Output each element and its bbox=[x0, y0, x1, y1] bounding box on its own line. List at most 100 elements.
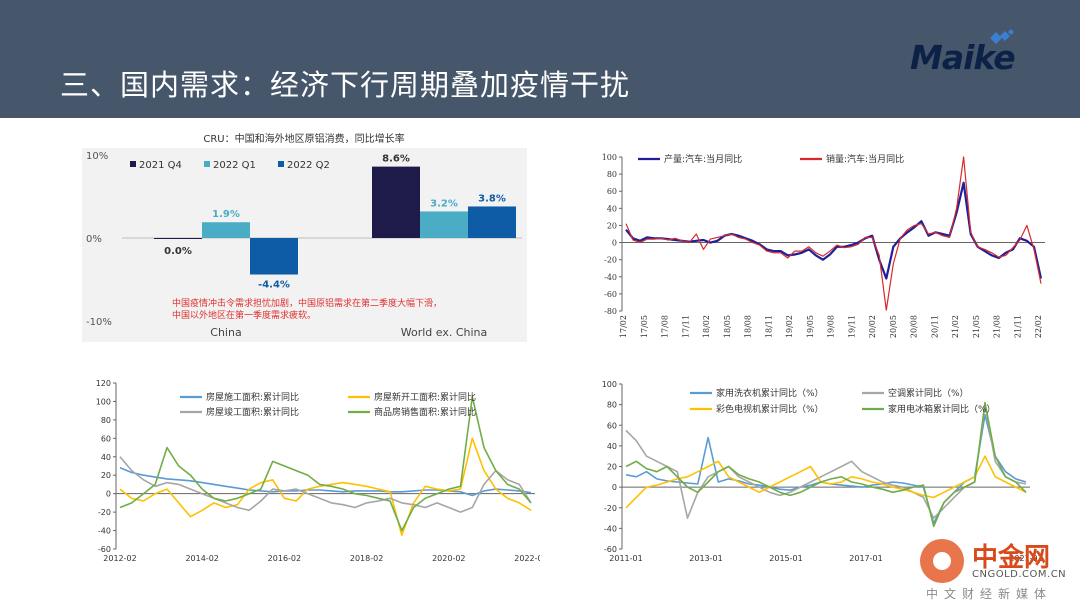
line-ytick-label: -40 bbox=[604, 524, 617, 533]
bar-0-1 bbox=[202, 222, 250, 238]
watermark-name: 中金网 bbox=[972, 543, 1051, 573]
line-xtick-label: 22/02 bbox=[1034, 315, 1043, 338]
watermark-logo-icon bbox=[920, 539, 964, 583]
line-series-1 bbox=[119, 437, 532, 536]
bar-legend-label: 2021 Q4 bbox=[139, 160, 182, 171]
bar-chart-svg: CRU：中国和海外地区原铝消费，同比增长率 10% 0% -10% 0.0% 1.9% -4… bbox=[82, 132, 527, 342]
line-xtick-label: 2022-02 bbox=[514, 554, 540, 563]
slide-title: 三、国内需求：经济下行周期叠加疫情干扰 bbox=[60, 68, 631, 102]
chart-aluminium-consumption: CRU：中国和海外地区原铝消费，同比增长率 10% 0% -10% 0.0% 1.9% -4… bbox=[82, 130, 527, 342]
line-ytick-label: 60 bbox=[607, 187, 617, 196]
line-xtick-label: 2013-01 bbox=[689, 554, 722, 563]
line-ytick-label: 60 bbox=[607, 421, 617, 430]
bar-plot-background bbox=[82, 148, 527, 342]
line-xtick-label: 20/11 bbox=[930, 315, 939, 338]
line-xtick-label: 2014-02 bbox=[185, 554, 218, 563]
chart-auto-production-sales: 100 80 60 40 20 0 -20 -40 -60 -80 17/02 17/05 17/08 1… bbox=[590, 145, 1050, 345]
bar-1-1 bbox=[420, 211, 468, 238]
line-ytick-label: 100 bbox=[602, 380, 617, 389]
line-xtick-label: 19/02 bbox=[785, 315, 794, 338]
line-ytick-label: 0 bbox=[612, 239, 617, 248]
line-legend-label: 家用电冰箱累计同比（%） bbox=[888, 403, 996, 415]
line-xtick-label: 2018-02 bbox=[350, 554, 383, 563]
maike-logo: Maike bbox=[910, 29, 1040, 82]
bar-legend-swatch bbox=[204, 161, 210, 167]
line-xtick-label: 17/05 bbox=[640, 315, 649, 338]
line-series-0 bbox=[625, 414, 1027, 524]
line-series-2 bbox=[625, 455, 1027, 509]
line-xtick-label: 19/08 bbox=[827, 315, 836, 338]
line-ytick-label: -60 bbox=[604, 290, 617, 299]
watermark-url: CNGOLD.COM.CN bbox=[972, 569, 1067, 580]
line-xtick-label: 17/11 bbox=[681, 315, 690, 338]
line-xtick-label: 2015-01 bbox=[769, 554, 802, 563]
bar-value-label: 0.0% bbox=[164, 246, 192, 257]
bar-1-0 bbox=[372, 166, 420, 238]
line-ytick-label: -20 bbox=[604, 256, 617, 265]
line-legend-label: 彩色电视机累计同比（%） bbox=[716, 403, 824, 415]
line-xtick-label: 2012-02 bbox=[103, 554, 136, 563]
header-bar: 三、国内需求：经济下行周期叠加疫情干扰 Maike bbox=[0, 0, 1080, 118]
bar-value-label: 1.9% bbox=[212, 209, 240, 220]
line-series-2 bbox=[119, 456, 532, 513]
bar-category-label: World ex. China bbox=[401, 326, 488, 339]
line-legend-label: 房屋施工面积:累计同比 bbox=[206, 391, 299, 403]
line-series-3 bbox=[119, 395, 532, 532]
bar-0-2 bbox=[250, 238, 298, 275]
line-xtick-label: 2021-01 bbox=[1009, 554, 1042, 563]
line-xtick-label: 2017-01 bbox=[849, 554, 882, 563]
bar-0-0 bbox=[154, 238, 202, 239]
line-legend-label: 家用洗衣机累计同比（%） bbox=[716, 387, 824, 399]
line-legend-label: 房屋新开工面积:累计同比 bbox=[374, 391, 476, 403]
line-ytick-label: -80 bbox=[604, 307, 617, 316]
line-ytick-label: 80 bbox=[607, 401, 617, 410]
line-ytick-label: -60 bbox=[604, 545, 617, 554]
line-xtick-label: 18/02 bbox=[702, 315, 711, 338]
line-ytick-label: -40 bbox=[98, 527, 111, 536]
line-legend-label: 产量:汽车:当月同比 bbox=[664, 153, 742, 165]
line-xtick-label: 21/05 bbox=[972, 315, 981, 338]
line-xtick-label: 17/02 bbox=[619, 315, 628, 338]
bar-legend-swatch bbox=[278, 161, 284, 167]
line-xtick-label: 19/05 bbox=[806, 315, 815, 338]
line-series-0 bbox=[119, 467, 532, 497]
line-xtick-label: 21/08 bbox=[993, 315, 1002, 338]
line-xtick-label: 21/11 bbox=[1013, 315, 1022, 338]
bar-annotation-line1: 中国疫情冲击令需求担忧加剧，中国原铝需求在第二季度大幅下滑， bbox=[172, 297, 442, 309]
bar-value-label: 3.2% bbox=[430, 198, 458, 209]
bar-category-label: China bbox=[210, 326, 241, 339]
bar-value-label: -4.4% bbox=[258, 280, 290, 291]
bar-annotation-line2: 中国以外地区在第一季度需求疲软。 bbox=[172, 309, 316, 321]
line-ytick-label: 100 bbox=[602, 153, 617, 162]
line-xtick-label: 17/08 bbox=[661, 315, 670, 338]
line-xtick-label: 2016-02 bbox=[268, 554, 301, 563]
line-ytick-label: 20 bbox=[607, 221, 617, 230]
line-ytick-label: -40 bbox=[604, 273, 617, 282]
bar-ytick-label: 0% bbox=[86, 234, 102, 245]
line-ytick-label: 40 bbox=[101, 453, 111, 462]
bar-ytick-label: -10% bbox=[86, 317, 112, 328]
line-series-1 bbox=[625, 403, 1027, 519]
line-series-1 bbox=[625, 156, 1042, 311]
chart-appliances: 100 80 60 40 20 0 -20 -40 -60 2011-01 2013-01 2015-… bbox=[590, 375, 1050, 570]
line-xtick-label: 18/05 bbox=[723, 315, 732, 338]
line-ytick-label: 20 bbox=[101, 471, 111, 480]
line-ytick-label: 0 bbox=[612, 483, 617, 492]
watermark-subtitle: 中文财经新媒体 bbox=[926, 587, 1053, 601]
line-series-0 bbox=[625, 181, 1043, 280]
line-ytick-label: 100 bbox=[96, 397, 111, 406]
bar-legend-swatch bbox=[130, 161, 136, 167]
watermark: 中金网 CNGOLD.COM.CN 中文财经新媒体 bbox=[920, 535, 1080, 608]
bar-1-2 bbox=[468, 206, 516, 238]
line-xtick-label: 19/11 bbox=[847, 315, 856, 338]
bar-legend-label: 2022 Q1 bbox=[213, 160, 256, 171]
line-xtick-label: 18/08 bbox=[744, 315, 753, 338]
line-ytick-label: 0 bbox=[106, 490, 111, 499]
line-ytick-label: 60 bbox=[101, 434, 111, 443]
logo-diamond-icon bbox=[990, 29, 1014, 44]
line-legend-label: 商品房销售面积:累计同比 bbox=[374, 406, 476, 418]
line-legend-label: 销量:汽车:当月同比 bbox=[826, 153, 904, 165]
line-ytick-label: 40 bbox=[607, 442, 617, 451]
